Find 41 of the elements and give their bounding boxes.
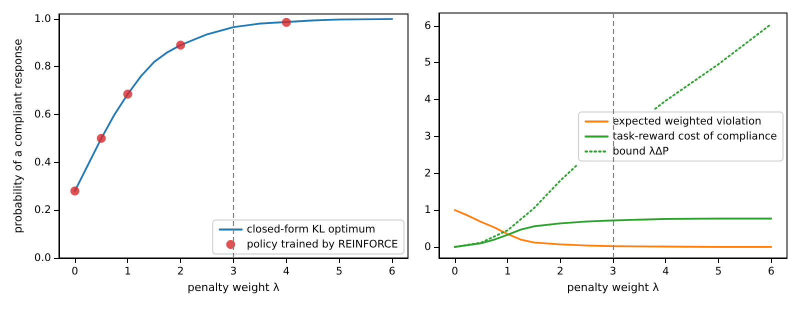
x-tick-label: 6 <box>388 266 396 278</box>
x-tick-label: 6 <box>768 266 775 278</box>
x-tick-label: 1 <box>124 266 132 278</box>
x-tick-label: 4 <box>283 266 290 278</box>
x-tick-label: 3 <box>610 266 616 278</box>
y-tick-label: 5 <box>424 56 431 69</box>
y-tick-label: 1.0 <box>34 12 51 25</box>
y-tick-label: 1 <box>424 204 431 216</box>
y-tick-label: 0.0 <box>34 252 51 264</box>
y-tick-label: 3 <box>424 130 431 142</box>
x-tick-label: 0 <box>72 266 78 278</box>
y-tick-label: 0 <box>424 240 431 253</box>
x-tick-label: 1 <box>504 266 511 278</box>
legend-label: policy trained by REINFORCE <box>246 238 398 250</box>
legend-label: expected weighted violation <box>612 116 762 128</box>
x-tick-label: 5 <box>715 266 722 278</box>
x-axis-title: penalty weight λ <box>567 281 660 294</box>
y-tick-label: 0.2 <box>34 204 51 216</box>
x-tick-label: 2 <box>177 266 184 278</box>
y-tick-label: 4 <box>424 94 432 106</box>
legend-label: closed-form KL optimum <box>246 224 376 236</box>
legend-label: bound λΔP <box>612 146 669 158</box>
y-tick-label: 0.8 <box>34 60 51 73</box>
x-tick-label: 5 <box>336 266 343 278</box>
x-tick-label: 3 <box>230 266 237 278</box>
x-tick-label: 0 <box>451 266 458 278</box>
y-tick-label: 6 <box>424 20 432 32</box>
point <box>176 40 186 50</box>
y-tick-label: 0.6 <box>34 108 52 120</box>
x-axis-title: penalty weight λ <box>188 281 280 294</box>
x-tick-label: 2 <box>556 266 564 278</box>
point <box>96 134 106 143</box>
y-tick-label: 0.4 <box>34 156 52 168</box>
legend-label: task-reward cost of compliance <box>612 130 777 142</box>
x-tick-label: 4 <box>662 266 670 278</box>
y-axis-title: probability of a compliant response <box>11 38 24 234</box>
line-series <box>454 209 772 248</box>
point <box>123 90 132 99</box>
y-tick-label: 2 <box>424 167 431 180</box>
point <box>282 18 291 27</box>
point <box>70 186 80 196</box>
